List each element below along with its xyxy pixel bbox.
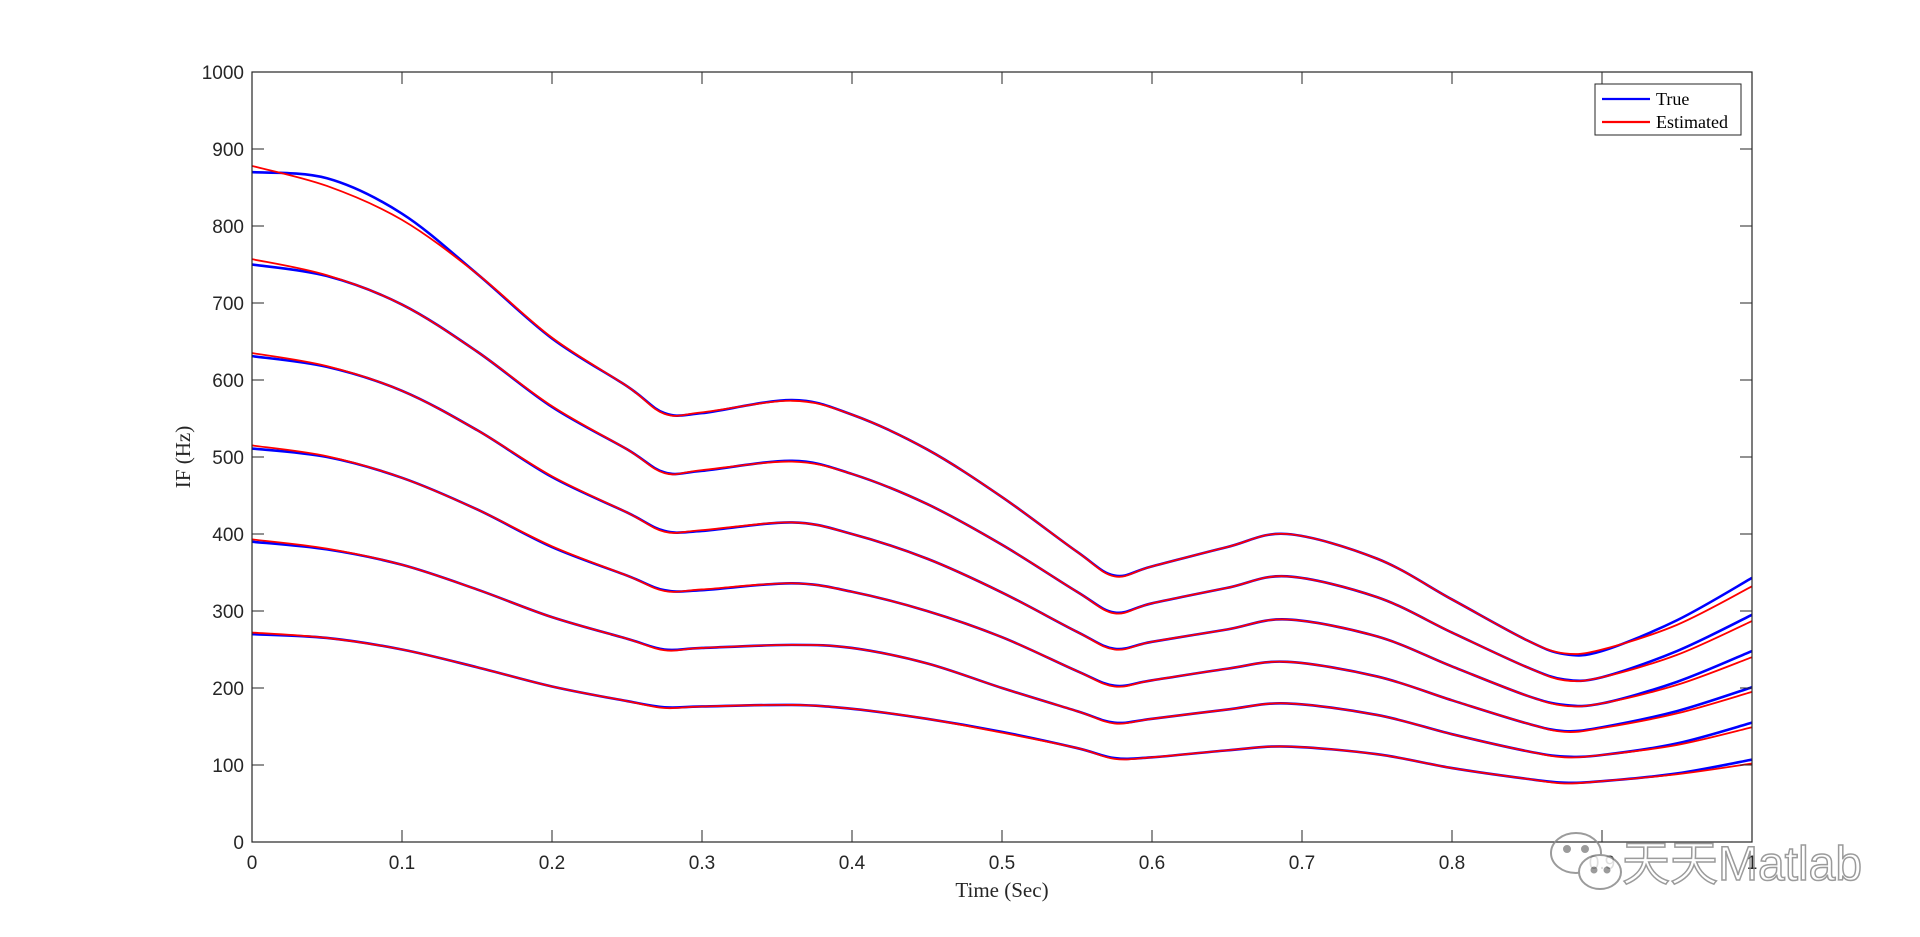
x-tick-label: 0.6 <box>1139 853 1165 874</box>
y-tick-label: 700 <box>212 294 244 315</box>
x-tick-label: 0.8 <box>1439 853 1465 874</box>
x-tick-label: 1 <box>1747 853 1758 874</box>
y-tick-label: 0 <box>233 833 244 854</box>
y-tick-label: 100 <box>212 756 244 777</box>
series-line-estimated-4 <box>251 352 1753 708</box>
legend-label-estimated: Estimated <box>1656 112 1728 132</box>
x-tick-label: 0.5 <box>989 853 1015 874</box>
x-tick-label: 0.7 <box>1289 853 1315 874</box>
x-tick-label: 0 <box>247 853 258 874</box>
y-axis-label: IF (Hz) <box>171 426 195 488</box>
series-line-estimated-1 <box>251 631 1753 785</box>
watermark-text: 天天Matlab <box>1622 838 1862 891</box>
legend-box <box>1594 83 1742 136</box>
series-line-estimated-6 <box>251 165 1753 655</box>
series-line-estimated-3 <box>251 444 1753 733</box>
y-tick-label: 400 <box>212 525 244 546</box>
y-tick-label: 200 <box>212 679 244 700</box>
ticks-layer <box>251 71 1753 843</box>
y-tick-label: 500 <box>212 448 244 469</box>
legend: True Estimated <box>1594 83 1742 136</box>
series-line-estimated-2 <box>251 538 1753 759</box>
x-axis-label: Time (Sec) <box>955 878 1048 902</box>
x-tick-label: 0.2 <box>539 853 565 874</box>
y-tick-label: 1000 <box>202 63 244 84</box>
x-tick-label: 0.4 <box>839 853 866 874</box>
y-tick-labels: 0 100 200 300 400 500 600 700 800 900 1000 <box>202 63 244 854</box>
series-line-estimated-5 <box>251 258 1753 683</box>
y-tick-label: 900 <box>212 140 244 161</box>
wechat-icon <box>1550 832 1622 890</box>
y-tick-label: 300 <box>212 602 244 623</box>
x-tick-labels: 00.10.20.30.40.50.60.70.80.91 <box>247 853 1758 874</box>
y-tick-label: 600 <box>212 371 244 392</box>
legend-label-true: True <box>1656 89 1689 109</box>
x-tick-label: 0.1 <box>389 853 415 874</box>
watermark: 天天Matlab <box>1550 832 1863 892</box>
series-layer <box>251 165 1753 785</box>
plot-background <box>252 72 1752 842</box>
y-tick-label: 800 <box>212 217 244 238</box>
x-tick-label: 0.3 <box>689 853 715 874</box>
